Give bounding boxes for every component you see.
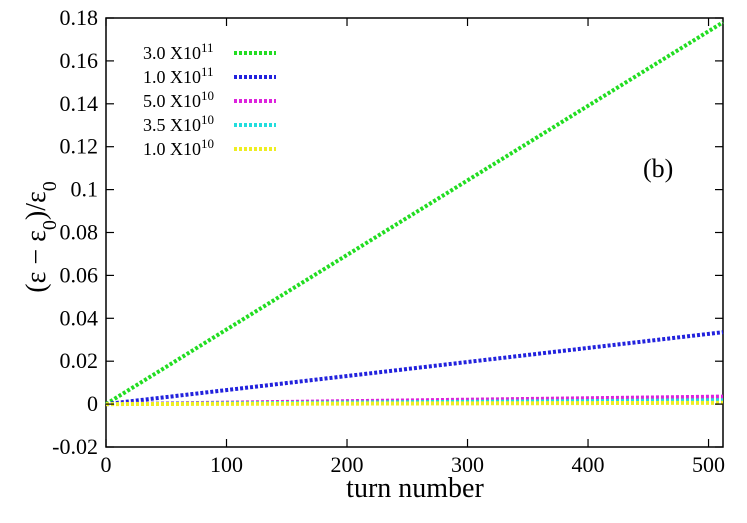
legend-label-base: 1.0 X10	[143, 139, 201, 159]
x-tick-label: 0	[101, 452, 112, 477]
series-line	[105, 330, 724, 407]
x-axis-title: turn number	[346, 473, 484, 504]
legend-label-exponent: 11	[201, 64, 214, 79]
y-tick-label: 0.08	[60, 220, 99, 245]
series-layer	[104, 20, 725, 407]
y-tick-label: 0	[87, 391, 98, 416]
y-tick-label: 0.18	[60, 5, 99, 30]
ticks-layer: 0 100 200 300 400 500-0.0200.020.040.060.080.…	[52, 5, 725, 477]
x-tick-label: 500	[692, 452, 725, 477]
x-tick-label: 200	[331, 452, 364, 477]
legend-label: 1.0 X1010	[143, 136, 214, 160]
legend-label: 5.0 X1010	[143, 88, 214, 112]
y-tick-label: 0.14	[60, 91, 99, 116]
x-tick-label: 300	[451, 452, 484, 477]
legend-label-base: 3.0 X10	[143, 43, 201, 63]
legend-label-base: 1.0 X10	[143, 67, 201, 87]
y-axis-title-sub2: 0	[39, 181, 61, 191]
y-tick-label: 0.06	[60, 262, 99, 287]
y-tick-label: 0.02	[60, 348, 99, 373]
series-line	[104, 20, 725, 406]
y-tick-label: 0.12	[60, 134, 99, 159]
x-tick-label: 100	[210, 452, 243, 477]
x-tick-label: 400	[572, 452, 605, 477]
legend-label-exponent: 10	[201, 136, 214, 151]
y-axis-title: (ε − ε0)/ε0	[21, 181, 61, 293]
y-tick-label: 0.04	[60, 305, 99, 330]
y-tick-label: -0.02	[52, 434, 98, 459]
panel-label: (b)	[643, 154, 673, 183]
legend-label: 3.0 X1011	[143, 40, 214, 64]
legend-label: 3.5 X1010	[143, 112, 214, 136]
series-line	[105, 400, 724, 407]
y-axis-title-sub1: 0	[39, 220, 61, 230]
y-tick-label: 0.16	[60, 48, 99, 73]
legend-label: 1.0 X1011	[143, 64, 214, 88]
legend-label-exponent: 10	[201, 88, 214, 103]
legend-label-exponent: 10	[201, 112, 214, 127]
y-tick-label: 0.1	[71, 177, 99, 202]
y-axis-title-main: (ε − ε	[21, 230, 52, 293]
legend-label-exponent: 11	[201, 40, 214, 55]
legend-label-base: 3.5 X10	[143, 115, 201, 135]
legend-label-base: 5.0 X10	[143, 91, 201, 111]
y-axis-title-mid: )/ε	[21, 191, 52, 220]
